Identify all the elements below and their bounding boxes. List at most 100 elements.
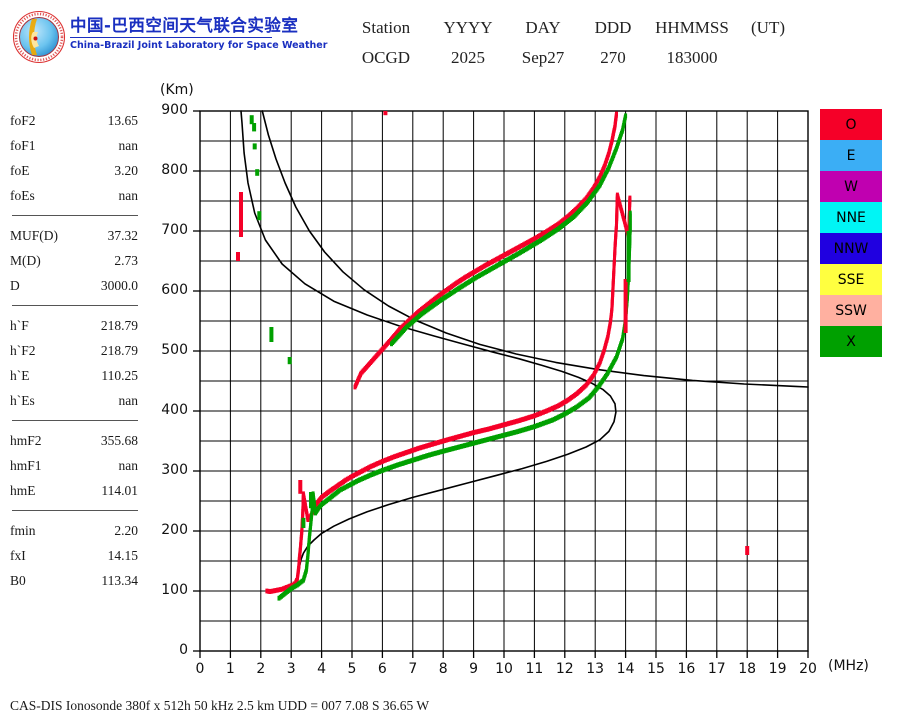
x-tick-label: 6 — [377, 661, 387, 677]
nh-profile-curve — [240, 110, 617, 592]
legend-item-label: W — [844, 178, 858, 195]
param-row: MUF(D) 37.32 — [10, 223, 142, 248]
station-header-labels: Station YYYY DAY DDD HHMMSS (UT) — [340, 18, 796, 38]
x-tick-label: 19 — [768, 661, 787, 677]
mode-legend: O E W NNE NNW SSE SSW X — [820, 109, 882, 357]
header-value-0: OCGD — [361, 48, 411, 67]
x-tick-label: 11 — [525, 661, 544, 677]
param-value: 37.32 — [107, 228, 138, 243]
param-key: foF1 — [10, 138, 36, 153]
header-label-4: HHMMSS — [655, 18, 729, 37]
x-tick-label: 12 — [555, 661, 574, 677]
sporadic-echoes — [236, 111, 750, 555]
legend-item-w[interactable]: W — [820, 171, 882, 202]
x-tick-label: 16 — [677, 661, 696, 677]
param-row: fmin 2.20 — [10, 518, 142, 543]
legend-item-e[interactable]: E — [820, 140, 882, 171]
logo-chinese-title: 中国-巴西空间天气联合实验室 — [70, 16, 299, 35]
param-row: hmF2 355.68 — [10, 428, 142, 453]
x-tick-label: 2 — [256, 661, 266, 677]
legend-item-x[interactable]: X — [820, 326, 882, 357]
y-tick-label: 600 — [161, 282, 188, 298]
param-value: nan — [118, 138, 139, 153]
y-tick-label: 800 — [161, 162, 188, 178]
param-group-divider — [12, 510, 138, 511]
param-key: hmF1 — [10, 458, 42, 473]
param-row: hmE 114.01 — [10, 478, 142, 503]
param-key: hmE — [10, 483, 36, 498]
param-value: nan — [118, 393, 139, 408]
x-tick-label: 20 — [799, 661, 817, 677]
x-tick-label: 13 — [586, 661, 605, 677]
param-row: h`F2 218.79 — [10, 338, 142, 363]
header-label-3: DDD — [594, 18, 632, 37]
param-key: h`F — [10, 318, 29, 333]
param-key: fxI — [10, 548, 26, 563]
param-group-divider — [12, 215, 138, 216]
x-tick-label: 14 — [616, 661, 635, 677]
header-label-5: (UT) — [751, 18, 785, 37]
param-key: MUF(D) — [10, 228, 59, 243]
y-tick-label: 700 — [161, 222, 188, 238]
y-tick-label: 300 — [161, 462, 188, 478]
legend-item-label: E — [846, 147, 856, 164]
globe-logo-icon — [12, 10, 66, 64]
trace-x — [277, 210, 632, 601]
x-tick-label: 1 — [225, 661, 235, 677]
param-value: 13.65 — [107, 113, 138, 128]
param-value: 355.68 — [100, 433, 138, 448]
legend-item-o[interactable]: O — [820, 109, 882, 140]
param-row: M(D) 2.73 — [10, 248, 142, 273]
trace-x-2f-second-hop- — [390, 113, 628, 347]
header-value-3: 270 — [600, 48, 626, 67]
header-value-1: 2025 — [451, 48, 485, 67]
param-key: h`E — [10, 368, 30, 383]
legend-item-ssw[interactable]: SSW — [820, 295, 882, 326]
station-header: Station YYYY DAY DDD HHMMSS (UT) OCGD 2025 Sep2… — [340, 18, 796, 68]
legend-item-nnw[interactable]: NNW — [820, 233, 882, 264]
param-row: hmF1 nan — [10, 453, 142, 478]
legend-item-sse[interactable]: SSE — [820, 264, 882, 295]
param-row: foF2 13.65 — [10, 108, 142, 133]
legend-item-label: SSW — [835, 302, 867, 319]
param-value: nan — [118, 458, 139, 473]
header-label-2: DAY — [525, 18, 561, 37]
param-row: B0 113.34 — [10, 568, 142, 593]
param-key: foF2 — [10, 113, 36, 128]
param-value: 2.73 — [114, 253, 138, 268]
param-key: h`Es — [10, 393, 35, 408]
param-value: 110.25 — [101, 368, 138, 383]
y-tick-label: 500 — [161, 342, 188, 358]
x-tick-label: 0 — [195, 661, 205, 677]
y-axis-unit-label: (Km) — [160, 82, 194, 98]
y-tick-label: 400 — [161, 402, 188, 418]
x-axis-unit-label: (MHz) — [828, 658, 869, 674]
legend-item-nne[interactable]: NNE — [820, 202, 882, 233]
legend-item-label: NNE — [836, 209, 866, 226]
y-tick-label: 100 — [161, 582, 188, 598]
param-group-divider — [12, 305, 138, 306]
param-row: D 3000.0 — [10, 273, 142, 298]
param-value: 14.15 — [107, 548, 138, 563]
param-row: h`F 218.79 — [10, 313, 142, 338]
station-header-values: OCGD 2025 Sep27 270 183000 — [340, 48, 796, 68]
legend-item-label: O — [845, 116, 857, 133]
x-tick-label: 18 — [738, 661, 757, 677]
param-row: h`E 110.25 — [10, 363, 142, 388]
y-tick-label: 200 — [161, 522, 188, 538]
param-row: fxI 14.15 — [10, 543, 142, 568]
param-group-divider — [12, 420, 138, 421]
legend-item-label: X — [846, 333, 856, 350]
param-key: hmF2 — [10, 433, 42, 448]
logo-english-title: China-Brazil Joint Laboratory for Space … — [70, 40, 328, 51]
header-label-0: Station — [361, 18, 411, 37]
x-tick-label: 3 — [286, 661, 296, 677]
param-value: 114.01 — [101, 483, 138, 498]
param-row: h`Es nan — [10, 388, 142, 413]
header-value-2: Sep27 — [521, 48, 565, 67]
x-tick-label: 4 — [317, 661, 327, 677]
param-value: 218.79 — [100, 343, 138, 358]
param-key: D — [10, 278, 20, 293]
